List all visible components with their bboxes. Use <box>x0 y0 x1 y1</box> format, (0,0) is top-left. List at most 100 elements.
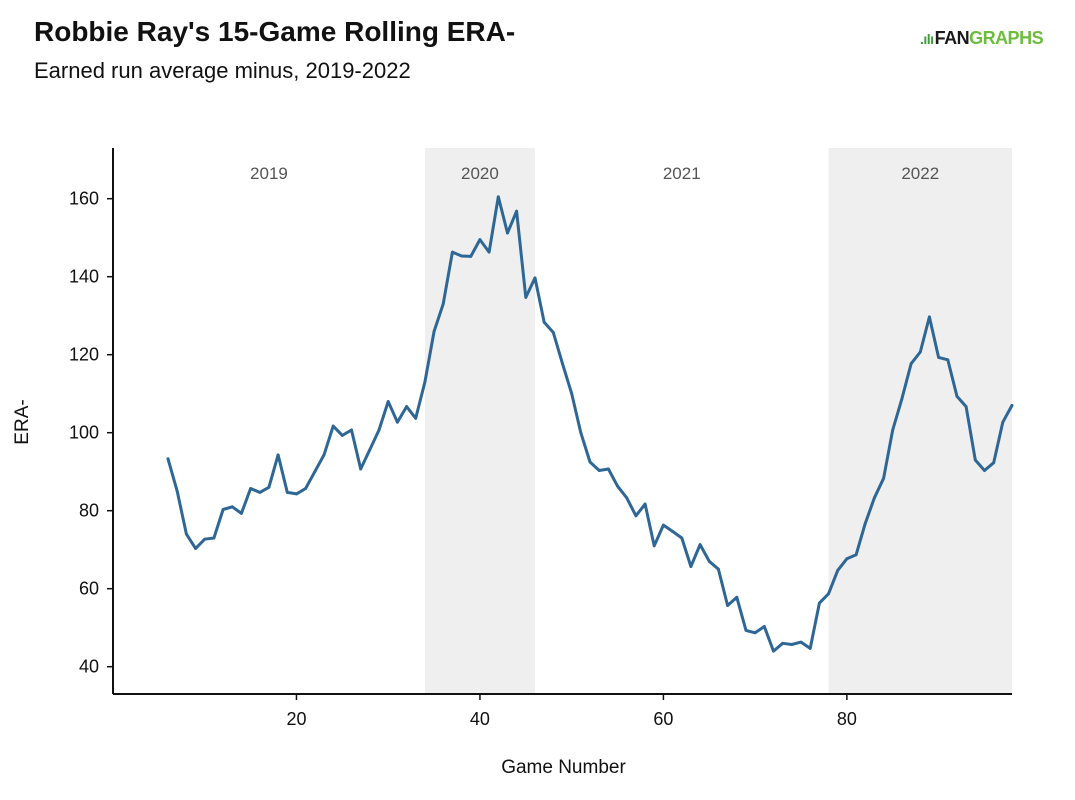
x-axis-label: Game Number <box>501 757 626 778</box>
data-point <box>175 489 179 493</box>
data-point <box>469 255 473 258</box>
data-point <box>496 195 500 199</box>
data-point <box>313 470 317 474</box>
data-point <box>1010 404 1014 407</box>
data-point <box>946 358 950 362</box>
data-point <box>285 490 289 494</box>
data-point <box>689 565 693 568</box>
data-point <box>973 458 977 462</box>
season-label-2020: 2020 <box>461 164 499 183</box>
data-point <box>561 362 564 366</box>
data-point <box>643 502 647 506</box>
data-point <box>799 640 803 644</box>
data-point <box>570 392 574 396</box>
data-point <box>652 544 656 548</box>
data-point <box>524 295 528 299</box>
season-label-2019: 2019 <box>250 164 288 183</box>
data-point <box>487 250 491 254</box>
data-point <box>203 537 207 541</box>
data-point <box>249 487 253 490</box>
data-point <box>955 395 959 398</box>
data-point <box>698 543 702 547</box>
data-point <box>900 397 904 401</box>
data-point <box>909 362 913 366</box>
data-point <box>551 331 555 334</box>
logo-text-fan: FAN <box>934 28 970 48</box>
data-point <box>845 557 849 561</box>
data-point <box>992 461 996 465</box>
x-tick-label: 20 <box>286 709 306 729</box>
data-point <box>166 457 170 461</box>
data-point <box>872 496 876 500</box>
data-point <box>680 536 684 540</box>
data-point <box>533 276 537 280</box>
data-point <box>863 522 867 525</box>
data-point <box>340 434 344 437</box>
data-point <box>964 405 968 408</box>
data-point <box>836 568 840 572</box>
logo-text-graphs: GRAPHS <box>969 28 1044 48</box>
data-point <box>267 485 271 489</box>
x-tick-label: 80 <box>837 709 857 729</box>
data-point <box>781 641 785 645</box>
data-point <box>717 567 720 571</box>
data-point <box>359 467 363 471</box>
season-band-2022 <box>828 148 1012 694</box>
fangraphs-logo: .ılıFANGRAPHS <box>920 28 1044 49</box>
data-point <box>662 523 665 527</box>
data-point <box>441 302 445 306</box>
data-point <box>506 231 509 235</box>
data-point <box>515 209 519 213</box>
data-point <box>221 508 225 511</box>
logo-mark-icon: .ılı <box>920 31 934 47</box>
data-point <box>588 460 592 464</box>
data-point <box>790 643 794 646</box>
data-point <box>579 431 583 435</box>
data-point <box>258 490 262 494</box>
data-point <box>854 553 858 557</box>
data-point <box>817 601 821 605</box>
data-point <box>451 250 454 254</box>
data-point <box>184 532 188 536</box>
data-point <box>460 254 463 258</box>
data-point <box>377 428 381 432</box>
data-point <box>671 529 674 533</box>
season-label-2022: 2022 <box>901 164 939 183</box>
data-point <box>606 467 610 471</box>
data-point <box>423 380 427 384</box>
data-point <box>625 496 629 500</box>
y-tick-label: 140 <box>69 267 99 287</box>
data-point <box>928 315 931 319</box>
y-tick-label: 60 <box>79 579 99 599</box>
data-point <box>707 560 711 563</box>
data-point <box>542 320 546 324</box>
data-point <box>772 649 775 653</box>
data-point <box>753 631 757 635</box>
y-axis-label: ERA- <box>12 399 33 444</box>
data-point <box>212 536 216 540</box>
data-point <box>395 420 399 424</box>
data-point <box>405 405 408 408</box>
data-point <box>726 604 730 607</box>
data-point <box>597 469 601 472</box>
data-point <box>350 428 353 432</box>
y-tick-label: 160 <box>69 189 99 209</box>
data-point <box>322 453 326 457</box>
x-tick-label: 40 <box>470 709 490 729</box>
y-tick-label: 80 <box>79 501 99 521</box>
x-tick-label: 60 <box>653 709 673 729</box>
data-point <box>331 424 335 428</box>
data-point <box>478 238 482 242</box>
data-point <box>634 514 638 518</box>
season-label-2021: 2021 <box>663 164 701 183</box>
y-tick-label: 100 <box>69 423 99 443</box>
data-point <box>276 453 280 457</box>
data-point <box>386 400 390 403</box>
data-point <box>827 592 830 596</box>
data-point <box>616 484 619 488</box>
data-point <box>295 492 298 496</box>
data-point <box>937 356 941 359</box>
y-tick-label: 120 <box>69 345 99 365</box>
data-point <box>1001 420 1005 424</box>
